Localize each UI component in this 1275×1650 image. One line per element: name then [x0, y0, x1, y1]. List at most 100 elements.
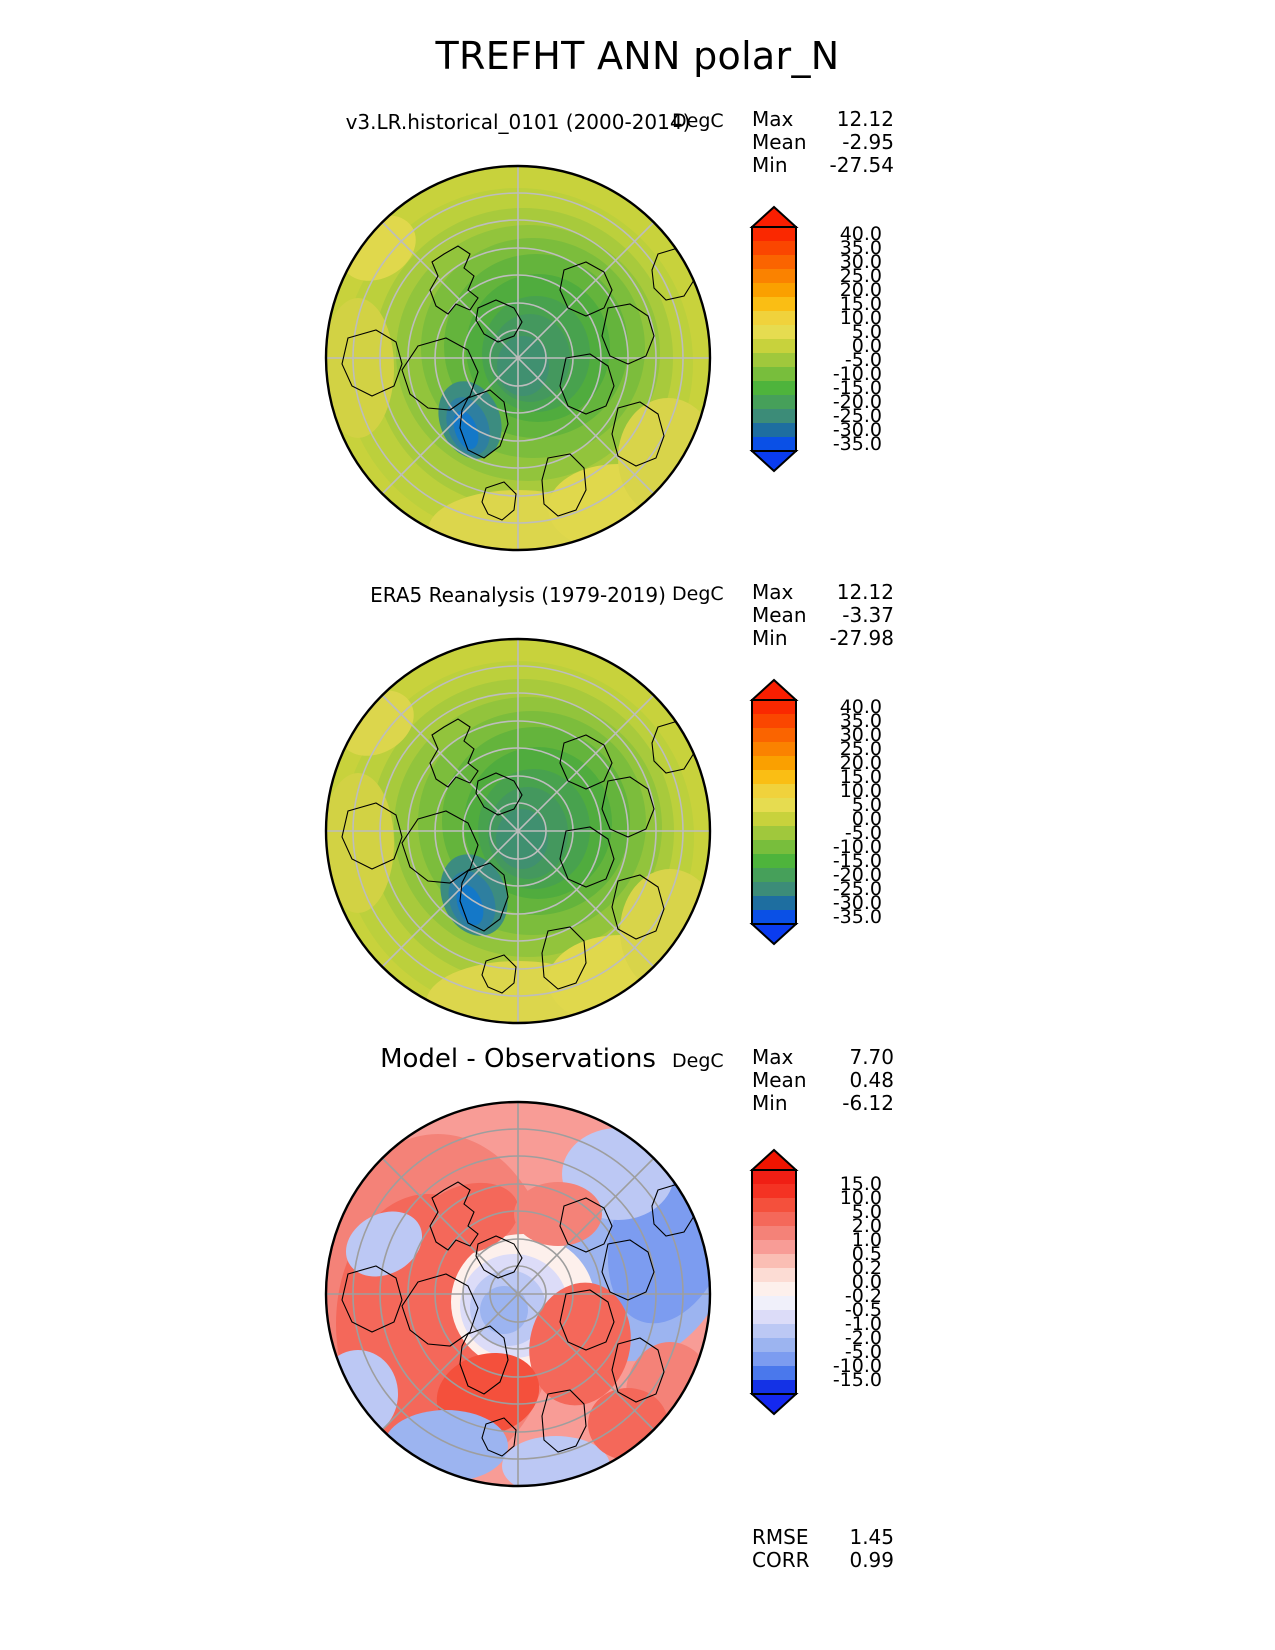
polar-map-difference [318, 1094, 718, 1494]
cbar-tick: 20.0 [839, 279, 882, 301]
stat-row: Mean 0.48 [752, 1069, 894, 1092]
cbar-tick: -10.0 [832, 363, 882, 385]
colorbar-swatches [749, 205, 799, 473]
stat-key: Mean [752, 130, 807, 154]
stat-value: 0.48 [849, 1068, 894, 1092]
colorbar-band-group [752, 700, 796, 924]
skill-metrics: RMSE 1.45 CORR 0.99 [752, 1526, 894, 1572]
metric-value: 1.45 [849, 1525, 894, 1549]
cbar-tick: 10.0 [839, 307, 882, 329]
cbar-tick: -35.0 [832, 906, 882, 928]
polar-map-svg [324, 1100, 712, 1488]
cbar-tick: -5.0 [844, 349, 882, 371]
panel-title-model: v3.LR.historical_0101 (2000-2014) [345, 110, 691, 134]
stat-value: -27.54 [829, 153, 894, 177]
map-outline [324, 637, 712, 1025]
cbar-tick: -30.0 [832, 892, 882, 914]
cbar-tick: 15.0 [839, 766, 882, 788]
panel-title-observations: ERA5 Reanalysis (1979-2019) [370, 583, 666, 607]
map-outline [324, 164, 712, 552]
cbar-tick: -10.0 [832, 836, 882, 858]
stat-row: Max 12.12 [752, 108, 894, 131]
stat-row: Mean -3.37 [752, 604, 894, 627]
cbar-tick: -25.0 [832, 878, 882, 900]
colorbar-observations: 40.0 35.0 30.0 25.0 20.0 15.0 10.0 5.0 0… [748, 678, 888, 946]
cbar-tick: 0.0 [851, 335, 882, 357]
cbar-tick: 25.0 [839, 265, 882, 287]
stat-row: Min -6.12 [752, 1092, 894, 1115]
cbar-tick: 1.0 [851, 1229, 882, 1251]
stats-model: Max 12.12 Mean -2.95 Min -27.54 [752, 108, 894, 177]
cbar-tick: 15.0 [839, 1173, 882, 1195]
cbar-tick: -20.0 [832, 391, 882, 413]
cbar-tick: 0.0 [851, 1271, 882, 1293]
stats-observations: Max 12.12 Mean -3.37 Min -27.98 [752, 581, 894, 650]
units-label-difference: DegC [672, 1050, 724, 1072]
stat-key: Max [752, 107, 794, 131]
cbar-tick: 35.0 [839, 710, 882, 732]
metric-value: 0.99 [849, 1548, 894, 1572]
cbar-tick: 0.0 [851, 808, 882, 830]
map-coastlines [341, 1181, 695, 1457]
stats-difference: Max 7.70 Mean 0.48 Min -6.12 [752, 1046, 894, 1115]
cbar-tick: -5.0 [844, 822, 882, 844]
cbar-tick: -0.2 [844, 1285, 882, 1307]
cbar-tick: -20.0 [832, 864, 882, 886]
stat-row: Min -27.54 [752, 154, 894, 177]
cbar-tick: -5.0 [844, 1341, 882, 1363]
stat-key: Min [752, 626, 788, 650]
colorbar-swatches [749, 678, 799, 946]
stat-key: Min [752, 1091, 788, 1115]
cbar-tick: -35.0 [832, 433, 882, 455]
cbar-tick: -15.0 [832, 377, 882, 399]
map-outline [324, 1100, 712, 1488]
cbar-tick: -0.5 [844, 1299, 882, 1321]
stat-key: Max [752, 580, 794, 604]
cbar-tick: 5.0 [851, 794, 882, 816]
stat-value: -3.37 [842, 603, 894, 627]
colorbar-band-group [752, 227, 796, 451]
polar-map-svg [324, 164, 712, 552]
stat-key: Max [752, 1045, 794, 1069]
cbar-tick: 2.0 [851, 1215, 882, 1237]
polar-map-svg [324, 637, 712, 1025]
stat-value: -6.12 [842, 1091, 894, 1115]
stat-value: -27.98 [829, 626, 894, 650]
stat-key: Mean [752, 603, 807, 627]
colorbar-band-group [752, 1170, 796, 1394]
colorbar-model: 40.0 35.0 30.0 25.0 20.0 15.0 10.0 5.0 0… [748, 205, 888, 473]
stat-key: Mean [752, 1068, 807, 1092]
cbar-tick: -1.0 [844, 1313, 882, 1335]
cbar-tick: -30.0 [832, 419, 882, 441]
map-graticule [326, 639, 710, 1023]
cbar-tick: -15.0 [832, 1369, 882, 1391]
units-label-observations: DegC [672, 583, 724, 605]
cbar-tick: 30.0 [839, 251, 882, 273]
metric-key: CORR [752, 1548, 810, 1572]
stat-row: Max 12.12 [752, 581, 894, 604]
metric-row: CORR 0.99 [752, 1549, 894, 1572]
polar-map-observations [318, 631, 718, 1031]
stat-value: 12.12 [836, 580, 894, 604]
units-label-model: DegC [672, 110, 724, 132]
figure-title: TREFHT ANN polar_N [435, 34, 840, 78]
stat-value: 7.70 [849, 1045, 894, 1069]
stat-row: Max 7.70 [752, 1046, 894, 1069]
cbar-tick: 35.0 [839, 237, 882, 259]
cbar-tick: 10.0 [839, 1187, 882, 1209]
cbar-tick: -2.0 [844, 1327, 882, 1349]
cbar-tick: 20.0 [839, 752, 882, 774]
cbar-tick: 40.0 [839, 223, 882, 245]
stat-value: -2.95 [842, 130, 894, 154]
cbar-tick: 25.0 [839, 738, 882, 760]
stat-key: Min [752, 153, 788, 177]
stat-row: Mean -2.95 [752, 131, 894, 154]
cbar-tick: -15.0 [832, 850, 882, 872]
colorbar-swatches [749, 1148, 799, 1416]
polar-map-model [318, 158, 718, 558]
cbar-tick: 40.0 [839, 696, 882, 718]
metric-key: RMSE [752, 1525, 809, 1549]
cbar-tick: 10.0 [839, 780, 882, 802]
map-graticule [326, 166, 710, 550]
cbar-tick: 5.0 [851, 321, 882, 343]
